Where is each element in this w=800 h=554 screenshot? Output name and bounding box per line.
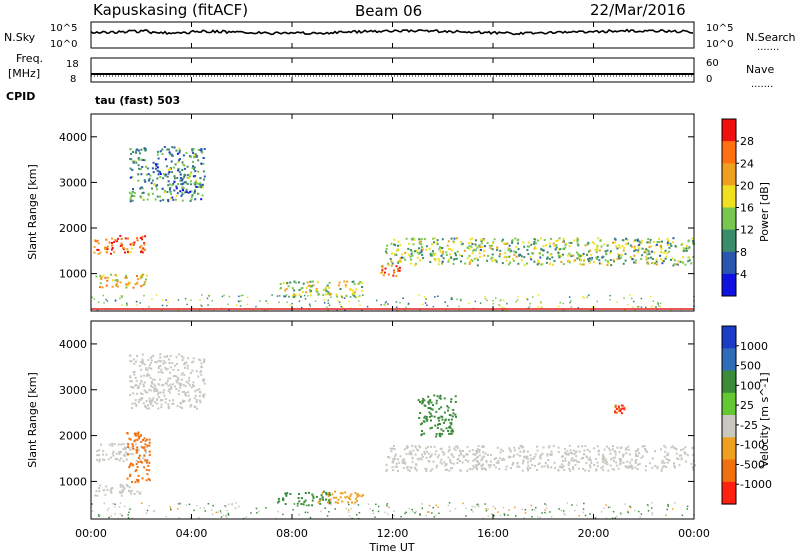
colorbar-swatch (722, 119, 736, 142)
colorbar-swatch (722, 207, 736, 231)
y-tick-label: 3000 (59, 176, 87, 189)
colorbar-tick-label: 1000 (740, 340, 768, 353)
power-y-axis: 1000 2000 3000 4000 (59, 131, 694, 281)
colorbar-tick-label: 16 (740, 202, 754, 215)
power-colorbar-label: Power [dB] (758, 182, 771, 242)
velocity-echo-region (385, 444, 696, 472)
nsky-trace (90, 28, 693, 36)
velocity-colorbar: 1000 500 100 25 -25 -100 -500 -1000 (721, 325, 772, 505)
colorbar-tick-label: -100 (740, 439, 765, 452)
power-echo-region (385, 237, 695, 267)
station-title: Kapuskasing (fitACF) (93, 1, 248, 19)
x-tick-label: 08:00 (276, 527, 308, 540)
nsearch-dots: ....... (757, 42, 779, 53)
y-tick-label: 1000 (59, 475, 87, 488)
date-title: 22/Mar/2016 (590, 1, 686, 19)
nave-label: Nave (746, 63, 774, 76)
power-panel-frame (90, 113, 695, 312)
colorbar-swatch (722, 481, 736, 505)
velocity-echo-region (94, 483, 142, 497)
nsearch-tick-top: 10^5 (706, 23, 733, 34)
colorbar-tick-label: 500 (740, 360, 761, 373)
velocity-ylabel: Slant Range [km] (26, 372, 39, 468)
power-echo-region (95, 273, 148, 289)
x-tick-label: 12:00 (377, 527, 409, 540)
colorbar-tick-label: 100 (740, 379, 761, 392)
colorbar-tick-label: 4 (740, 268, 747, 281)
colorbar-tick-label: 20 (740, 179, 754, 192)
colorbar-swatch (722, 437, 736, 461)
velocity-echo-region (417, 394, 457, 438)
power-colorbar: 28 24 20 16 12 8 4 (721, 118, 754, 297)
colorbar-swatch (722, 229, 736, 253)
nsky-label: N.Sky (4, 31, 36, 44)
freq-tick-bottom: 8 (70, 74, 76, 85)
power-echo-region (128, 146, 206, 203)
y-tick-label: 1000 (59, 268, 87, 281)
colorbar-swatch (722, 141, 736, 164)
y-tick-label: 4000 (59, 338, 87, 351)
colorbar-swatch (722, 326, 736, 349)
power-echo-layer (91, 146, 695, 312)
velocity-panel-frame (90, 320, 695, 520)
colorbar-tick-label: -500 (740, 458, 765, 471)
colorbar-tick-label: -25 (740, 419, 758, 432)
y-tick-label: 4000 (59, 131, 87, 144)
velocity-echo-region (128, 353, 206, 410)
colorbar-swatch (722, 348, 736, 372)
power-ylabel: Slant Range [km] (26, 164, 39, 260)
colorbar-tick-label: 8 (740, 246, 747, 259)
near-range-echoes (91, 502, 695, 520)
nsky-tick-top: 10^5 (50, 23, 77, 34)
y-tick-label: 3000 (59, 384, 87, 397)
x-tick-label: 16:00 (477, 527, 509, 540)
x-tick-label: 00:00 (75, 527, 107, 540)
colorbar-swatch (722, 459, 736, 483)
colorbar-swatch (722, 163, 736, 186)
nsearch-label: N.Search (746, 31, 796, 44)
colorbar-swatch (722, 251, 736, 275)
velocity-y-axis: 1000 2000 3000 4000 (59, 338, 694, 488)
colorbar-swatch (722, 392, 736, 416)
colorbar-tick-label: -1000 (740, 478, 772, 491)
velocity-echo-region (276, 490, 332, 507)
colorbar-swatch (722, 370, 736, 394)
colorbar-swatch (722, 273, 736, 297)
freq-units: [MHz] (8, 67, 40, 80)
velocity-echo-region (96, 442, 148, 463)
colorbar-tick-label: 24 (740, 157, 754, 170)
nave-tick-top: 60 (706, 58, 719, 69)
velocity-echo-region (317, 490, 365, 504)
nsky-tick-bottom: 10^0 (50, 39, 77, 50)
power-echo-region (279, 280, 364, 299)
time-axis-label: Time UT (368, 541, 414, 554)
velocity-echo-layer (91, 353, 696, 520)
nave-tick-bottom: 0 (706, 74, 712, 85)
x-tick-label: 00:00 (678, 527, 710, 540)
freq-label: Freq. (16, 52, 43, 65)
x-tick-label: 04:00 (176, 527, 208, 540)
colorbar-tick-label: 25 (740, 399, 754, 412)
velocity-echo-region (613, 404, 626, 415)
nave-dots: ....... (751, 79, 773, 90)
velocity-colorbar-label: Velocity [m s^-1] (758, 372, 771, 467)
y-tick-label: 2000 (59, 430, 87, 443)
power-echo-region (379, 264, 401, 277)
nsearch-tick-bottom: 10^0 (706, 39, 733, 50)
colorbar-tick-label: 12 (740, 224, 754, 237)
beam-title: Beam 06 (355, 2, 422, 20)
cpid-label: CPID (6, 90, 35, 103)
x-tick-label: 20:00 (578, 527, 610, 540)
y-tick-label: 2000 (59, 222, 87, 235)
cpid-value: tau (fast) 503 (95, 94, 180, 107)
velocity-echo-region (126, 431, 151, 484)
freq-tick-top: 18 (66, 59, 79, 70)
colorbar-swatch (722, 185, 736, 208)
colorbar-swatch (722, 415, 736, 438)
power-echo-region (93, 234, 147, 255)
colorbar-tick-label: 28 (740, 135, 754, 148)
colorbar-frame (721, 325, 737, 505)
time-axis: 00:00 04:00 08:00 12:00 16:00 20:00 00:00 (75, 22, 710, 540)
